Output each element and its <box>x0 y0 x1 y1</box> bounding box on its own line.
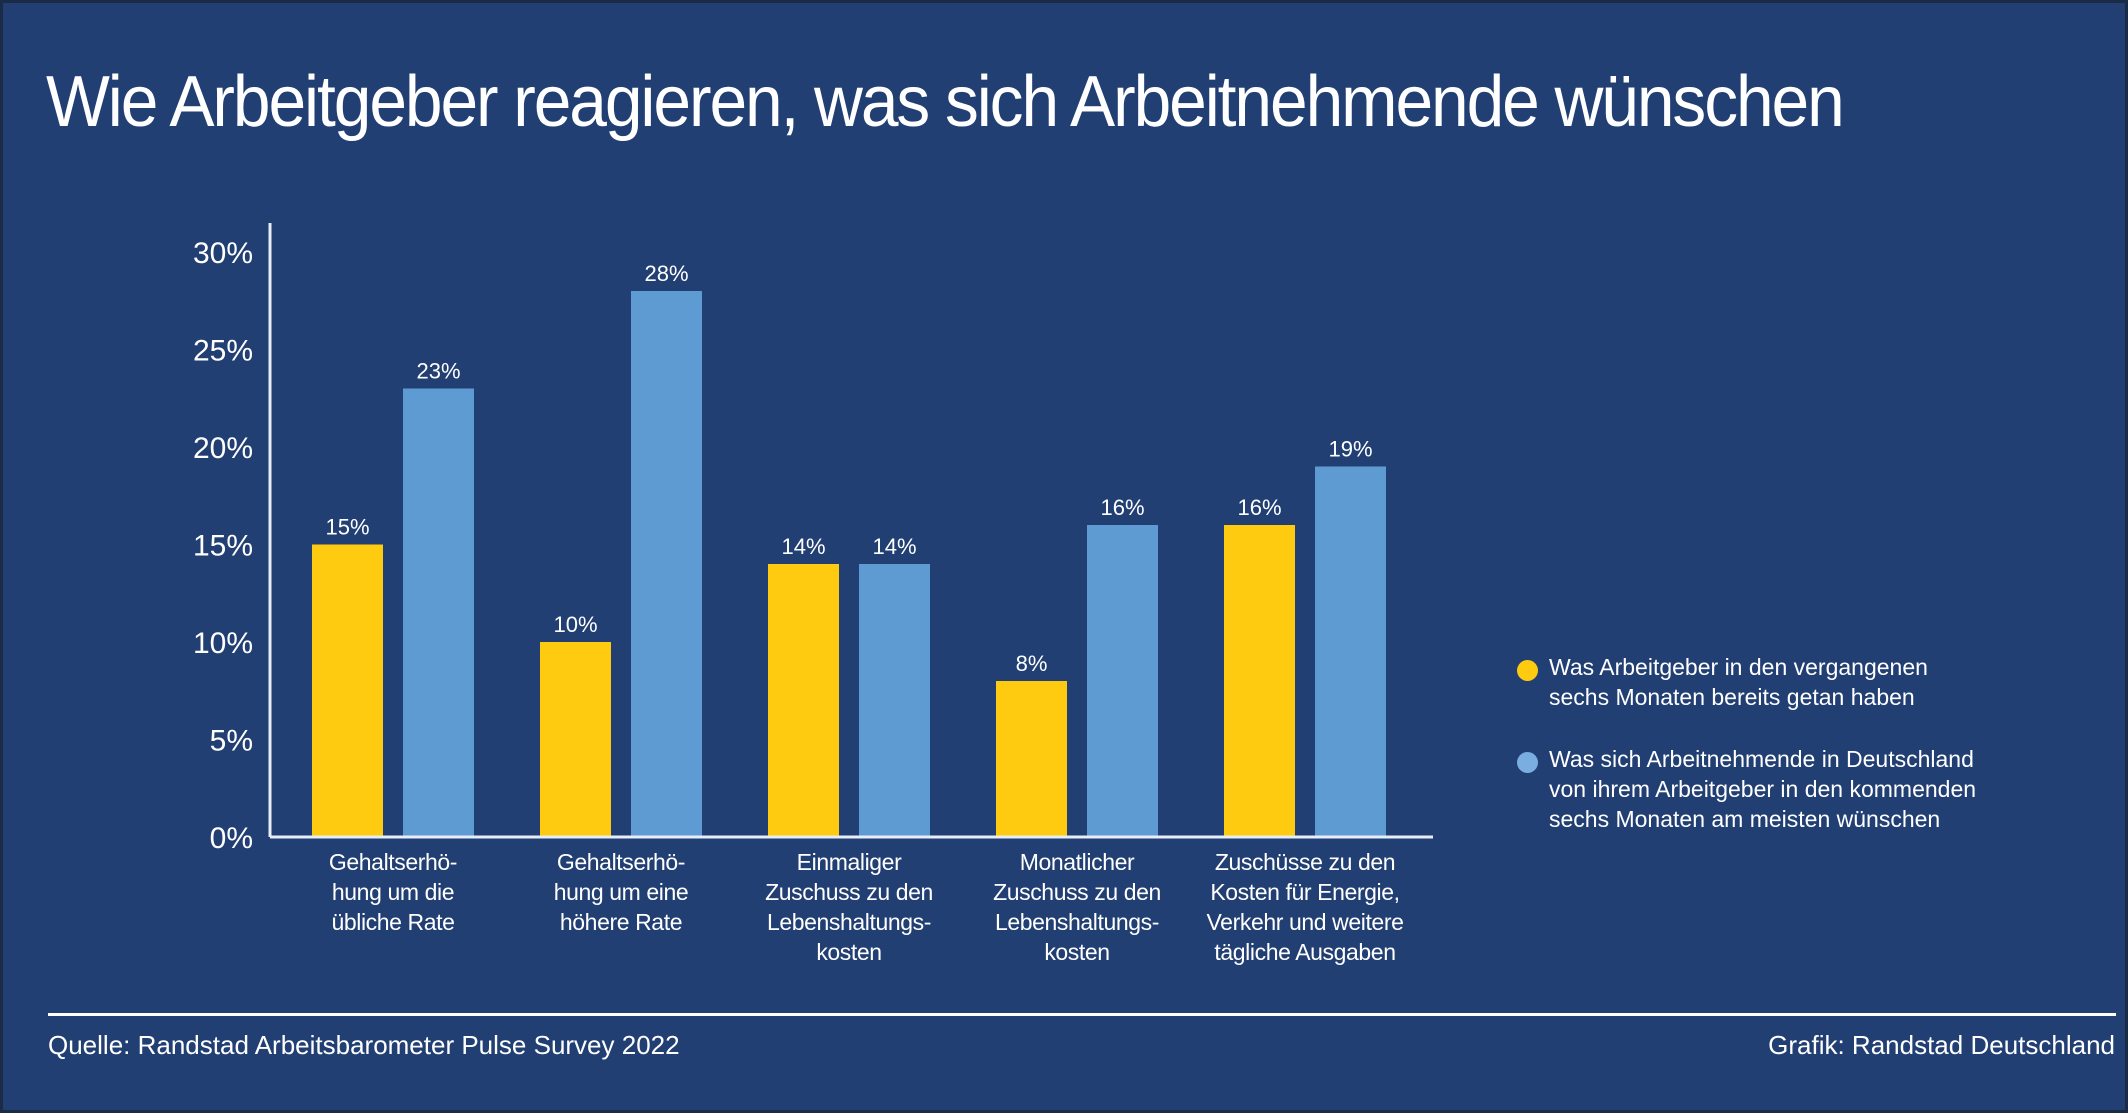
legend-dot-yellow-icon <box>1517 660 1538 681</box>
y-tick-label: 5% <box>210 725 253 758</box>
legend-item-employer: Was Arbeitgeber in den vergangenen sechs… <box>1514 652 2114 712</box>
graphic-credit: Grafik: Randstad Deutschland <box>1768 1030 2115 1060</box>
y-tick-label: 10% <box>193 627 253 660</box>
x-category-label-line: übliche Rate <box>331 909 455 935</box>
y-axis-ticks: 0% 5% 10% 15% 20% 25% 30% <box>193 237 253 855</box>
value-label: 28% <box>644 261 688 286</box>
x-category-label-line: kosten <box>816 939 882 965</box>
y-tick-label: 0% <box>210 822 253 855</box>
x-category-label-line: tägliche Ausgaben <box>1214 939 1396 965</box>
bar-employer <box>540 642 611 837</box>
y-tick-label: 30% <box>193 237 253 270</box>
legend-label: Was sich Arbeitnehmende in Deutschland v… <box>1549 744 2114 834</box>
value-label: 19% <box>1328 437 1372 462</box>
bar-employer <box>768 564 839 837</box>
value-label: 23% <box>416 359 460 384</box>
x-category-label-line: Einmaliger <box>796 849 902 875</box>
bar-employer <box>1224 525 1295 837</box>
bar-employee <box>631 291 702 837</box>
legend-label-line: Was Arbeitgeber in den vergangenen <box>1549 654 1928 680</box>
x-category-label: Zuschüsse zu den Kosten für Energie, Verke… <box>1190 847 1420 967</box>
bar-employer <box>996 681 1067 837</box>
legend-label-line: sechs Monaten am meisten wünschen <box>1549 806 1941 832</box>
y-tick-label: 25% <box>193 335 253 368</box>
y-tick-label: 15% <box>193 530 253 563</box>
x-category-label-line: Verkehr und weitere <box>1206 909 1404 935</box>
value-label: 14% <box>781 534 825 559</box>
x-category-label-line: Gehaltserhö- <box>328 849 458 875</box>
x-category-label-line: Zuschüsse zu den <box>1214 849 1396 875</box>
legend-dot-blue-icon <box>1517 752 1538 773</box>
bar-employee <box>403 388 474 837</box>
value-label: 15% <box>325 515 369 540</box>
legend: Was Arbeitgeber in den vergangenen sechs… <box>1514 652 2114 866</box>
legend-label: Was Arbeitgeber in den vergangenen sechs… <box>1549 652 2114 712</box>
value-label: 14% <box>872 534 916 559</box>
footer-divider <box>48 1013 2116 1016</box>
value-label: 8% <box>1016 651 1048 676</box>
legend-item-employee: Was sich Arbeitnehmende in Deutschland v… <box>1514 744 2114 834</box>
bar-employee <box>1087 525 1158 837</box>
x-category-label-line: Gehaltserhö- <box>556 849 686 875</box>
legend-label-line: sechs Monaten bereits getan haben <box>1549 684 1915 710</box>
bars <box>312 291 1386 837</box>
x-category-label: Gehaltserhö-hung um die übliche Rate <box>278 847 508 937</box>
bar-employer <box>312 544 383 837</box>
x-category-label-line: Zuschuss zu den <box>765 879 933 905</box>
value-label: 16% <box>1100 495 1144 520</box>
x-category-label-line: Monatlicher <box>1019 849 1135 875</box>
x-category-label-line: Kosten für Energie, <box>1210 879 1400 905</box>
legend-label-line: Was sich Arbeitnehmende in Deutschland <box>1549 746 1974 772</box>
source-note: Quelle: Randstad Arbeitsbarometer Pulse … <box>48 1030 680 1060</box>
x-category-label-line: Zuschuss zu den <box>993 879 1161 905</box>
x-category-label-line: höhere Rate <box>559 909 683 935</box>
x-category-label-line: hung um die <box>331 879 455 905</box>
value-label: 16% <box>1237 495 1281 520</box>
chart-title: Wie Arbeitgeber reagieren, was sich Arbe… <box>46 62 1845 142</box>
value-labels: 15% 10% 14% 8% 16% 23% 28% 14% 16% 19% <box>325 261 1372 676</box>
x-category-label: Einmaliger Zuschuss zu den Lebenshaltungs-… <box>734 847 964 967</box>
x-category-label: Monatlicher Zuschuss zu den Lebenshaltungs… <box>962 847 1192 967</box>
x-category-label-line: Lebenshaltungs- <box>766 909 932 935</box>
value-label: 10% <box>553 612 597 637</box>
x-category-label: Gehaltserhö-hung um eine höhere Rate <box>506 847 736 937</box>
x-category-label-line: kosten <box>1044 939 1110 965</box>
y-tick-label: 20% <box>193 432 253 465</box>
x-category-label-line: hung um eine <box>553 879 689 905</box>
x-category-label-line: Lebenshaltungs- <box>994 909 1160 935</box>
bar-employee <box>1315 466 1386 837</box>
legend-label-line: von ihrem Arbeitgeber in den kommenden <box>1549 776 1977 802</box>
bar-employee <box>859 564 930 837</box>
